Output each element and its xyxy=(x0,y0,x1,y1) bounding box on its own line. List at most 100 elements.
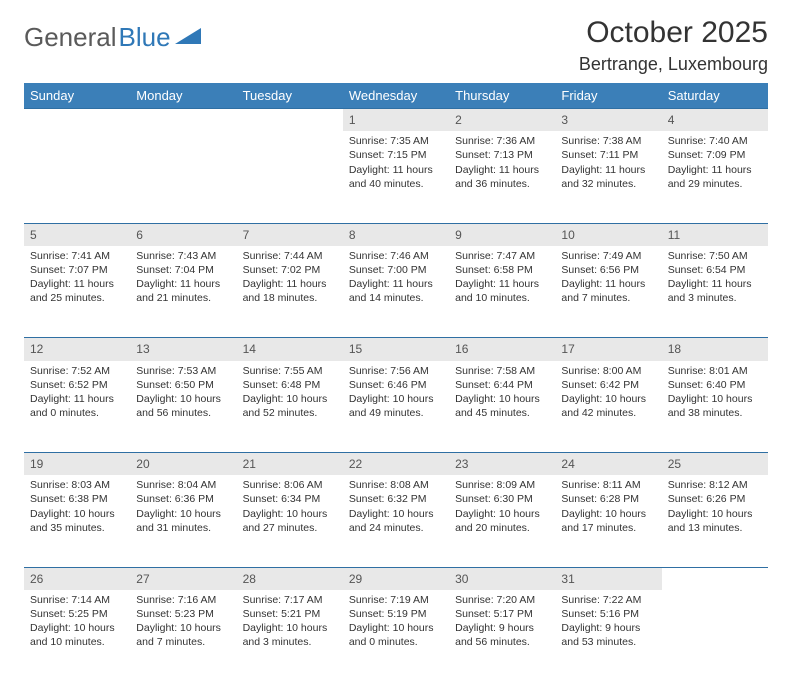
day-number: 18 xyxy=(662,338,768,361)
day-number: 8 xyxy=(343,223,449,246)
sunrise-text: Sunrise: 7:50 AM xyxy=(668,249,762,263)
day-detail-row: Sunrise: 7:35 AMSunset: 7:15 PMDaylight:… xyxy=(24,131,768,223)
sunrise-text: Sunrise: 7:22 AM xyxy=(561,593,655,607)
day-number xyxy=(662,567,768,590)
daylight-text: Daylight: 10 hours and 45 minutes. xyxy=(455,392,549,420)
day-cell: Sunrise: 7:47 AMSunset: 6:58 PMDaylight:… xyxy=(449,246,555,338)
day-cell: Sunrise: 7:17 AMSunset: 5:21 PMDaylight:… xyxy=(237,590,343,682)
day-number-row: 1234 xyxy=(24,109,768,132)
sunrise-text: Sunrise: 7:38 AM xyxy=(561,134,655,148)
day-number: 30 xyxy=(449,567,555,590)
daylight-text: Daylight: 11 hours and 25 minutes. xyxy=(30,277,124,305)
weekday-header: Friday xyxy=(555,83,661,109)
sunrise-text: Sunrise: 7:40 AM xyxy=(668,134,762,148)
day-cell: Sunrise: 7:56 AMSunset: 6:46 PMDaylight:… xyxy=(343,361,449,453)
sunset-text: Sunset: 7:09 PM xyxy=(668,148,762,162)
daylight-text: Daylight: 10 hours and 20 minutes. xyxy=(455,507,549,535)
weekday-header: Thursday xyxy=(449,83,555,109)
sunrise-text: Sunrise: 8:12 AM xyxy=(668,478,762,492)
sunset-text: Sunset: 6:44 PM xyxy=(455,378,549,392)
daylight-text: Daylight: 10 hours and 27 minutes. xyxy=(243,507,337,535)
day-number xyxy=(24,109,130,132)
sunset-text: Sunset: 5:16 PM xyxy=(561,607,655,621)
day-cell: Sunrise: 7:58 AMSunset: 6:44 PMDaylight:… xyxy=(449,361,555,453)
sunset-text: Sunset: 6:46 PM xyxy=(349,378,443,392)
day-number: 13 xyxy=(130,338,236,361)
day-detail-row: Sunrise: 7:41 AMSunset: 7:07 PMDaylight:… xyxy=(24,246,768,338)
sunrise-text: Sunrise: 8:08 AM xyxy=(349,478,443,492)
sunset-text: Sunset: 6:38 PM xyxy=(30,492,124,506)
day-detail-row: Sunrise: 7:52 AMSunset: 6:52 PMDaylight:… xyxy=(24,361,768,453)
day-cell: Sunrise: 7:38 AMSunset: 7:11 PMDaylight:… xyxy=(555,131,661,223)
day-number: 5 xyxy=(24,223,130,246)
day-cell xyxy=(662,590,768,682)
day-cell: Sunrise: 7:44 AMSunset: 7:02 PMDaylight:… xyxy=(237,246,343,338)
day-cell: Sunrise: 7:14 AMSunset: 5:25 PMDaylight:… xyxy=(24,590,130,682)
day-number: 24 xyxy=(555,453,661,476)
sunset-text: Sunset: 6:30 PM xyxy=(455,492,549,506)
sunrise-text: Sunrise: 7:43 AM xyxy=(136,249,230,263)
sunset-text: Sunset: 6:52 PM xyxy=(30,378,124,392)
sunset-text: Sunset: 7:07 PM xyxy=(30,263,124,277)
sunset-text: Sunset: 7:00 PM xyxy=(349,263,443,277)
daylight-text: Daylight: 11 hours and 10 minutes. xyxy=(455,277,549,305)
sunrise-text: Sunrise: 7:49 AM xyxy=(561,249,655,263)
weekday-header-row: Sunday Monday Tuesday Wednesday Thursday… xyxy=(24,83,768,109)
day-cell: Sunrise: 7:49 AMSunset: 6:56 PMDaylight:… xyxy=(555,246,661,338)
sunset-text: Sunset: 6:28 PM xyxy=(561,492,655,506)
day-cell: Sunrise: 8:01 AMSunset: 6:40 PMDaylight:… xyxy=(662,361,768,453)
day-number: 16 xyxy=(449,338,555,361)
day-cell: Sunrise: 7:19 AMSunset: 5:19 PMDaylight:… xyxy=(343,590,449,682)
sunrise-text: Sunrise: 7:35 AM xyxy=(349,134,443,148)
daylight-text: Daylight: 9 hours and 56 minutes. xyxy=(455,621,549,649)
daylight-text: Daylight: 11 hours and 0 minutes. xyxy=(30,392,124,420)
sunrise-text: Sunrise: 7:58 AM xyxy=(455,364,549,378)
sunset-text: Sunset: 6:26 PM xyxy=(668,492,762,506)
daylight-text: Daylight: 10 hours and 52 minutes. xyxy=(243,392,337,420)
sunrise-text: Sunrise: 7:56 AM xyxy=(349,364,443,378)
daylight-text: Daylight: 10 hours and 49 minutes. xyxy=(349,392,443,420)
sunset-text: Sunset: 6:48 PM xyxy=(243,378,337,392)
daylight-text: Daylight: 10 hours and 10 minutes. xyxy=(30,621,124,649)
day-number: 28 xyxy=(237,567,343,590)
day-number: 20 xyxy=(130,453,236,476)
daylight-text: Daylight: 10 hours and 42 minutes. xyxy=(561,392,655,420)
location: Bertrange, Luxembourg xyxy=(579,54,768,75)
sunrise-text: Sunrise: 7:46 AM xyxy=(349,249,443,263)
daylight-text: Daylight: 10 hours and 38 minutes. xyxy=(668,392,762,420)
calendar-table: Sunday Monday Tuesday Wednesday Thursday… xyxy=(24,83,768,682)
day-cell: Sunrise: 8:06 AMSunset: 6:34 PMDaylight:… xyxy=(237,475,343,567)
weekday-header: Tuesday xyxy=(237,83,343,109)
day-number: 19 xyxy=(24,453,130,476)
day-number: 1 xyxy=(343,109,449,132)
day-number: 11 xyxy=(662,223,768,246)
sunrise-text: Sunrise: 7:52 AM xyxy=(30,364,124,378)
day-number-row: 19202122232425 xyxy=(24,453,768,476)
day-cell: Sunrise: 7:36 AMSunset: 7:13 PMDaylight:… xyxy=(449,131,555,223)
day-cell xyxy=(130,131,236,223)
day-number: 3 xyxy=(555,109,661,132)
sunset-text: Sunset: 7:13 PM xyxy=(455,148,549,162)
day-number: 9 xyxy=(449,223,555,246)
sunrise-text: Sunrise: 8:00 AM xyxy=(561,364,655,378)
weekday-header: Monday xyxy=(130,83,236,109)
sunrise-text: Sunrise: 7:55 AM xyxy=(243,364,337,378)
sunset-text: Sunset: 6:54 PM xyxy=(668,263,762,277)
day-number: 10 xyxy=(555,223,661,246)
sunrise-text: Sunrise: 7:16 AM xyxy=(136,593,230,607)
sunrise-text: Sunrise: 8:01 AM xyxy=(668,364,762,378)
weekday-header: Saturday xyxy=(662,83,768,109)
sunset-text: Sunset: 6:42 PM xyxy=(561,378,655,392)
day-number: 6 xyxy=(130,223,236,246)
sunset-text: Sunset: 7:02 PM xyxy=(243,263,337,277)
day-cell: Sunrise: 7:16 AMSunset: 5:23 PMDaylight:… xyxy=(130,590,236,682)
daylight-text: Daylight: 10 hours and 31 minutes. xyxy=(136,507,230,535)
sunrise-text: Sunrise: 7:20 AM xyxy=(455,593,549,607)
sunset-text: Sunset: 7:15 PM xyxy=(349,148,443,162)
daylight-text: Daylight: 11 hours and 18 minutes. xyxy=(243,277,337,305)
sunrise-text: Sunrise: 7:17 AM xyxy=(243,593,337,607)
sunset-text: Sunset: 7:11 PM xyxy=(561,148,655,162)
daylight-text: Daylight: 11 hours and 14 minutes. xyxy=(349,277,443,305)
day-number: 15 xyxy=(343,338,449,361)
sunset-text: Sunset: 5:23 PM xyxy=(136,607,230,621)
